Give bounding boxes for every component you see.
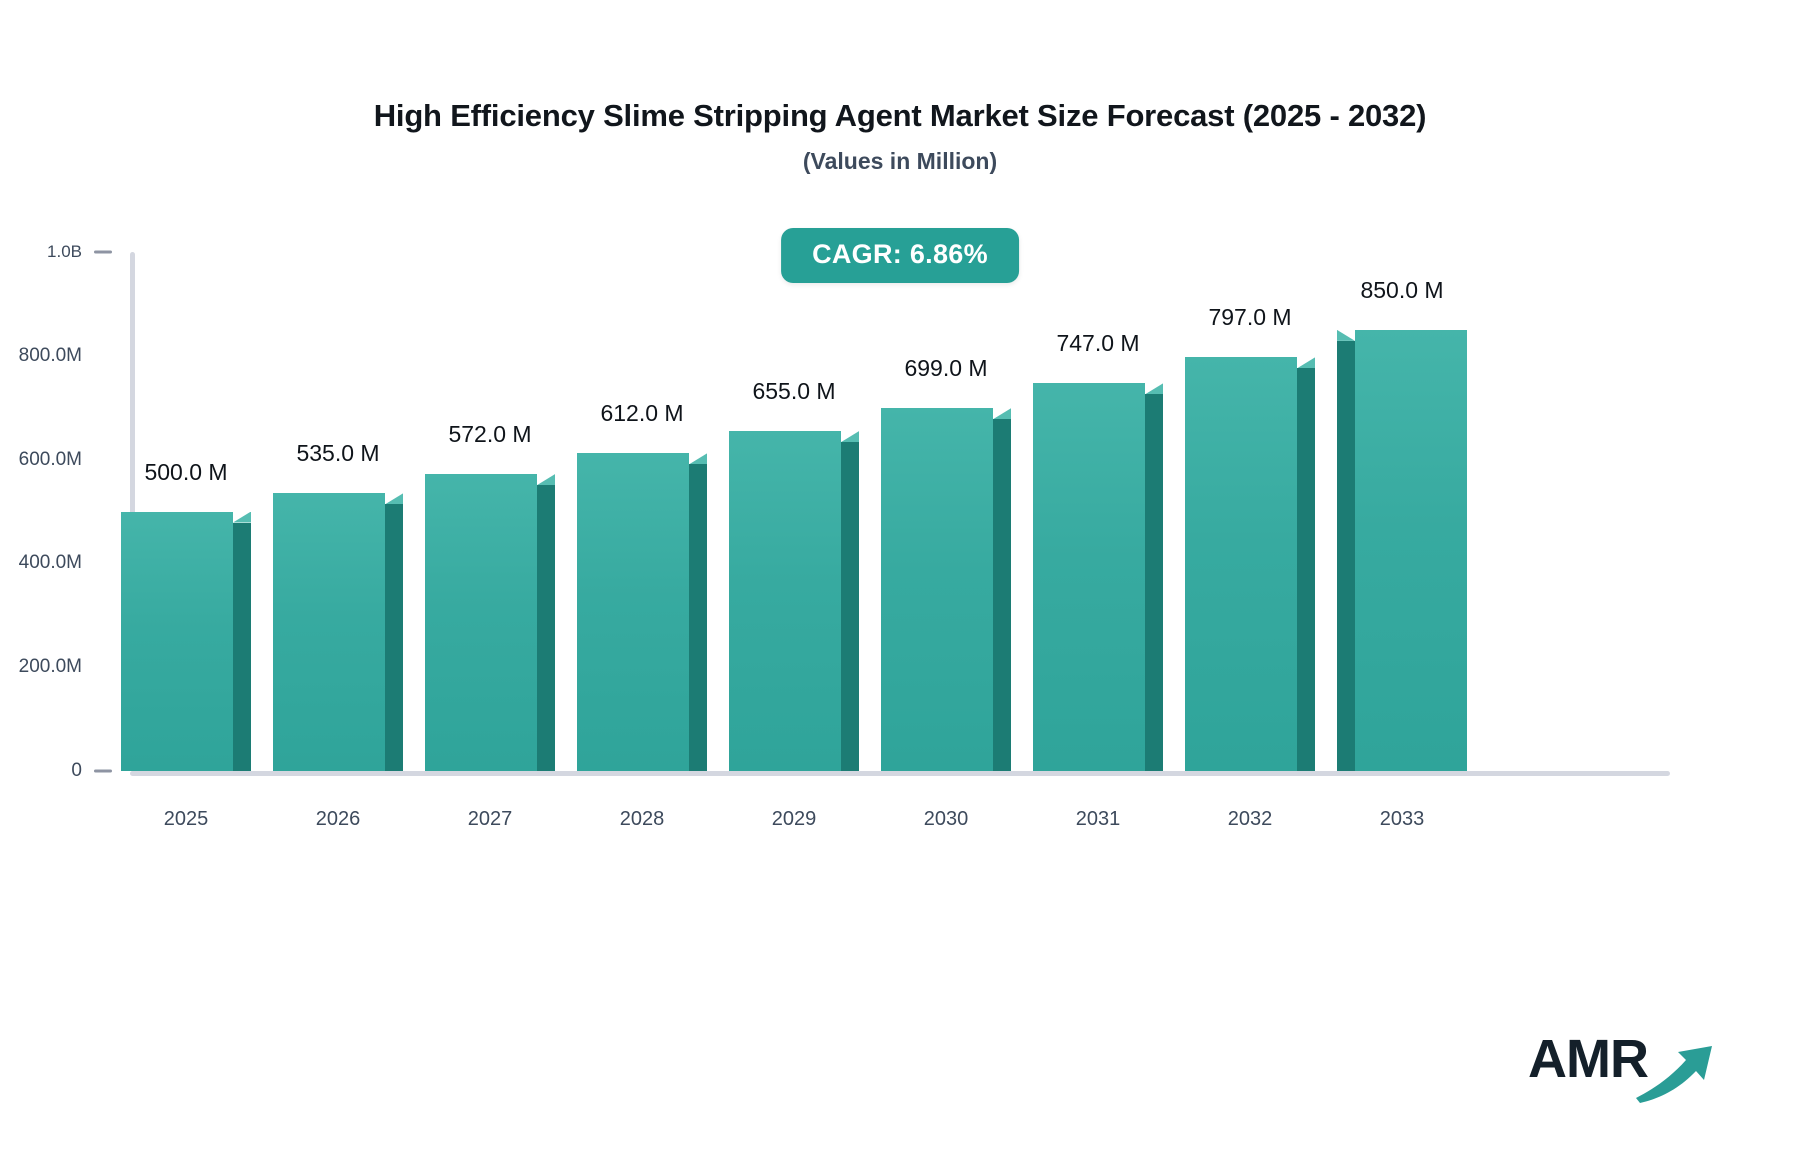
x-axis-line [130,771,1670,776]
plot-area: 500.0 M 535.0 M 572.0 M 612.0 M 655.0 M 699.0… [121,252,1670,776]
bar-top-face [1337,329,1355,341]
cagr-badge: CAGR: 6.86% [781,228,1019,283]
bar-side-face [689,464,707,771]
y-tick-label-1: 200.0M [18,656,82,678]
bar-value-label: 699.0 M [904,355,988,382]
bar-2033[interactable]: 850.0 M [1337,252,1467,771]
bar-side-face [1337,340,1355,771]
bar-top-face [1297,357,1315,369]
bar-side-face [1145,394,1163,771]
y-tick-dash-0 [94,769,112,773]
bar-value-label: 535.0 M [296,440,380,467]
bar-series: 500.0 M 535.0 M 572.0 M 612.0 M 655.0 M 699.0… [121,252,1510,771]
bar-body [425,474,555,771]
bar-value-label: 572.0 M [448,421,532,448]
bar-body [729,431,859,771]
page-title: High Efficiency Slime Stripping Agent Ma… [373,98,1427,133]
bar-front-face [881,408,993,771]
y-tick-label-3: 600.0M [18,448,82,470]
bar-front-face [729,431,841,771]
bar-top-face [689,453,707,465]
bar-side-face [1297,368,1315,771]
bar-front-face [1185,357,1297,771]
y-axis-labels: 1.0B 800.0M 600.0M 400.0M 200.0M 0 [0,0,130,1156]
bar-body [1033,383,1163,771]
bar-value-label: 797.0 M [1208,304,1292,331]
bar-side-face [841,442,859,771]
bar-2030[interactable]: 699.0 M [881,252,1011,771]
x-axis-label-2030: 2030 [923,808,969,830]
x-axis-label-2029: 2029 [771,808,817,830]
y-tick-label-5: 1.0B [47,242,82,261]
y-tick-label-4: 800.0M [18,344,82,366]
bar-top-face [841,431,859,443]
bar-value-label: 655.0 M [752,378,836,405]
x-axis-label-2026: 2026 [315,808,361,830]
bar-top-face [233,511,251,523]
bar-body [577,453,707,771]
bar-front-face [1033,383,1145,771]
bar-body [273,493,403,771]
bar-body [881,408,1011,771]
bar-2025[interactable]: 500.0 M [121,252,251,771]
bar-2026[interactable]: 535.0 M [273,252,403,771]
x-axis-label-2031: 2031 [1075,808,1121,830]
bar-side-face [993,419,1011,771]
bar-top-face [537,474,555,486]
bar-2032[interactable]: 797.0 M [1185,252,1315,771]
bar-body [1337,329,1467,771]
bar-side-face [537,485,555,771]
bar-2027[interactable]: 572.0 M [425,252,555,771]
bar-top-face [993,408,1011,420]
x-axis-label-2027: 2027 [467,808,513,830]
bar-2028[interactable]: 612.0 M [577,252,707,771]
bar-value-label: 612.0 M [600,400,684,427]
bar-2031[interactable]: 747.0 M [1033,252,1163,771]
x-axis-label-2025: 2025 [163,808,209,830]
logo-text: AMR [1528,1029,1649,1089]
page-subtitle: (Values in Million) [802,148,998,174]
bar-front-face [121,511,233,771]
x-axis-label-2033: 2033 [1379,808,1425,830]
y-tick-dash-5 [94,250,112,254]
bar-front-face [273,493,385,771]
x-axis-label-2028: 2028 [619,808,665,830]
amr-logo: AMR [1528,1028,1718,1104]
bar-front-face [1355,329,1467,771]
bar-value-label: 500.0 M [144,458,228,485]
bar-2029[interactable]: 655.0 M [729,252,859,771]
bar-value-label: 850.0 M [1360,276,1444,303]
bar-body [121,511,251,771]
bar-value-label: 747.0 M [1056,330,1140,357]
bar-top-face [385,493,403,505]
y-tick-label-0: 0 [71,760,82,781]
bar-side-face [233,522,251,771]
bar-body [1185,357,1315,771]
x-axis-label-2032: 2032 [1227,808,1273,830]
bar-side-face [385,504,403,771]
bar-top-face [1145,383,1163,395]
y-tick-label-2: 400.0M [18,552,82,574]
bar-front-face [577,453,689,771]
growth-arrow-icon [1636,1046,1712,1103]
bar-front-face [425,474,537,771]
